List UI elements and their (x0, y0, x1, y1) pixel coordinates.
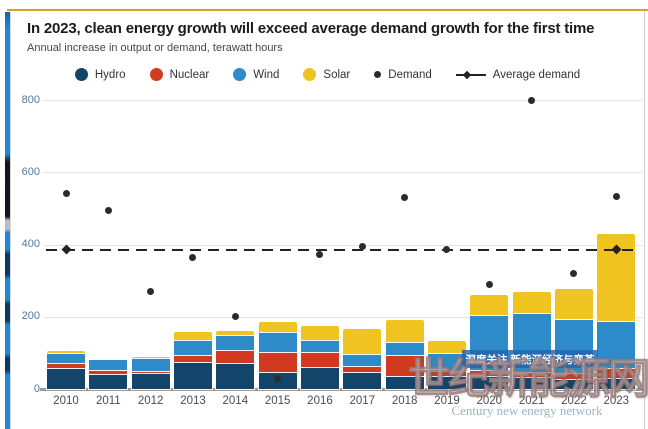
chart-title: In 2023, clean energy growth will exceed… (27, 20, 595, 37)
average-demand-marker-icon (455, 70, 486, 80)
legend-label: Hydro (94, 68, 126, 81)
legend-label: Average demand (492, 68, 581, 81)
chart-subtitle: Annual increase in output or demand, ter… (27, 42, 283, 54)
legend-item-wind: Wind (233, 68, 279, 81)
legend-item-demand: Demand (374, 68, 432, 81)
legend-item-solar: Solar (303, 68, 350, 81)
legend-item-hydro: Hydro (74, 68, 126, 81)
legend-label: Solar (323, 68, 351, 81)
wind-marker-icon (233, 68, 247, 81)
watermark-large-cn: 世纪新能源网 (407, 356, 648, 403)
hydro-marker-icon (74, 68, 88, 81)
legend-label: Demand (388, 68, 432, 81)
demand-marker-icon (374, 71, 382, 78)
legend: Hydro Nuclear Wind Solar Demand Average deman… (11, 68, 644, 81)
legend-item-average-demand: Average demand (455, 68, 581, 81)
top-accent-line (7, 9, 648, 11)
legend-item-nuclear: Nuclear (149, 68, 210, 81)
watermark-english: Century new energy network (451, 403, 603, 418)
solar-marker-icon (303, 68, 317, 81)
legend-label: Wind (253, 68, 280, 81)
legend-label: Nuclear (169, 68, 210, 81)
left-decor-strip (5, 12, 10, 429)
nuclear-marker-icon (149, 68, 163, 81)
